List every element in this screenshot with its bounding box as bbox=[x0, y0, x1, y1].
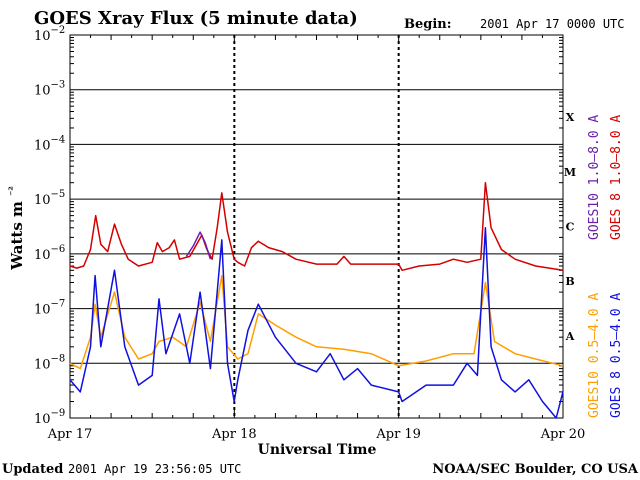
x-tick-label: Apr 19 bbox=[375, 427, 421, 442]
legend-goes8-long: GOES 8 1.0–8.0 A bbox=[609, 115, 624, 240]
x-tick-label: Apr 17 bbox=[47, 427, 93, 442]
flare-class-label: C bbox=[566, 221, 575, 234]
y-tick-label: 10−2 bbox=[34, 25, 65, 44]
flare-class-label: B bbox=[565, 275, 574, 288]
series-line-3 bbox=[69, 274, 564, 370]
legend: GOES10 1.0–8.0 A GOES 8 1.0–8.0 A GOES10… bbox=[587, 115, 624, 418]
footer-updated-label: Updated bbox=[2, 462, 63, 477]
plot-frame bbox=[69, 34, 564, 419]
x-axis-label: Universal Time bbox=[258, 442, 377, 458]
y-tick-label: 10−9 bbox=[34, 408, 65, 427]
y-tick-label: 10−8 bbox=[34, 353, 65, 372]
y-tick-label: 10−6 bbox=[34, 244, 65, 263]
series-line-2 bbox=[185, 231, 212, 260]
flare-class-label: M bbox=[564, 166, 576, 179]
y-tick-label: 10−5 bbox=[34, 189, 65, 208]
flare-class-label: A bbox=[565, 330, 575, 343]
x-tick-label: Apr 20 bbox=[540, 427, 586, 442]
x-tick-label: Apr 18 bbox=[211, 427, 257, 442]
footer-credit: NOAA/SEC Boulder, CO USA bbox=[432, 462, 639, 477]
flare-class-label: X bbox=[566, 111, 575, 124]
chart-title: GOES Xray Flux (5 minute data) bbox=[34, 8, 358, 29]
legend-goes10-short: GOES10 0.5–4.0 A bbox=[587, 293, 602, 418]
series-line-1 bbox=[69, 181, 564, 272]
begin-label: Begin: bbox=[404, 17, 452, 32]
y-tick-label: 10−3 bbox=[34, 80, 65, 99]
y-tick-label: 10−4 bbox=[34, 134, 65, 153]
plot-area: 10−9 10−8 10−7 10−6 10−5 10−4 10−3 10−2 Apr 17 Ap… bbox=[34, 25, 585, 442]
begin-value: 2001 Apr 17 0000 UTC bbox=[480, 17, 625, 31]
y-axis-label: Watts m ⁻² bbox=[8, 186, 26, 271]
legend-goes8-short: GOES 8 0.5–4.0 A bbox=[609, 293, 624, 418]
footer-updated-value: 2001 Apr 19 23:56:05 UTC bbox=[68, 462, 241, 476]
series-line-4 bbox=[69, 227, 564, 419]
legend-goes10-long: GOES10 1.0–8.0 A bbox=[587, 115, 602, 240]
y-tick-label: 10−7 bbox=[34, 299, 65, 318]
